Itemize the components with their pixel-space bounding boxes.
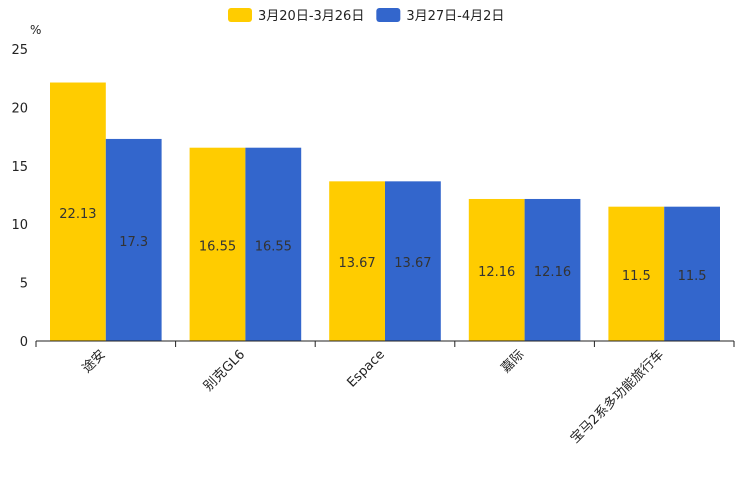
legend-swatch (376, 8, 401, 22)
bar (105, 138, 162, 341)
y-unit-label: % (30, 23, 41, 37)
y-tick-label: 10 (11, 218, 28, 233)
data-label: 12.16 (478, 265, 515, 280)
x-tick-label: 别克GL6 (201, 347, 248, 394)
x-tick-label: 嘉际 (498, 347, 527, 376)
data-label: 17.3 (119, 235, 148, 250)
bar (664, 206, 720, 341)
data-label: 11.5 (622, 269, 651, 284)
data-label: 11.5 (678, 269, 707, 284)
bar (468, 198, 525, 341)
bar (50, 82, 106, 341)
y-tick-label: 20 (11, 101, 28, 116)
bar (189, 147, 246, 341)
y-tick-label: 0 (20, 335, 28, 350)
data-label: 16.55 (255, 239, 292, 254)
x-tick-label: Espace (344, 347, 387, 390)
data-label: 16.55 (199, 239, 236, 254)
data-label: 22.13 (59, 207, 96, 222)
legend-label: 3月27日-4月2日 (406, 9, 504, 24)
y-tick-label: 15 (11, 160, 28, 175)
data-label: 12.16 (534, 265, 571, 280)
x-tick-label: 宝马2系多功能旅行车 (567, 347, 667, 447)
bar (608, 206, 665, 341)
bar (385, 181, 441, 341)
x-tick-label: 途安 (79, 347, 109, 377)
data-label: 13.67 (338, 256, 375, 271)
data-label: 13.67 (394, 256, 431, 271)
bar (245, 147, 302, 341)
bar (524, 198, 581, 341)
legend-label: 3月20日-3月26日 (258, 9, 364, 24)
bar (329, 181, 385, 341)
y-tick-label: 5 (20, 277, 28, 292)
y-tick-label: 25 (11, 43, 28, 58)
legend-swatch (228, 8, 252, 22)
